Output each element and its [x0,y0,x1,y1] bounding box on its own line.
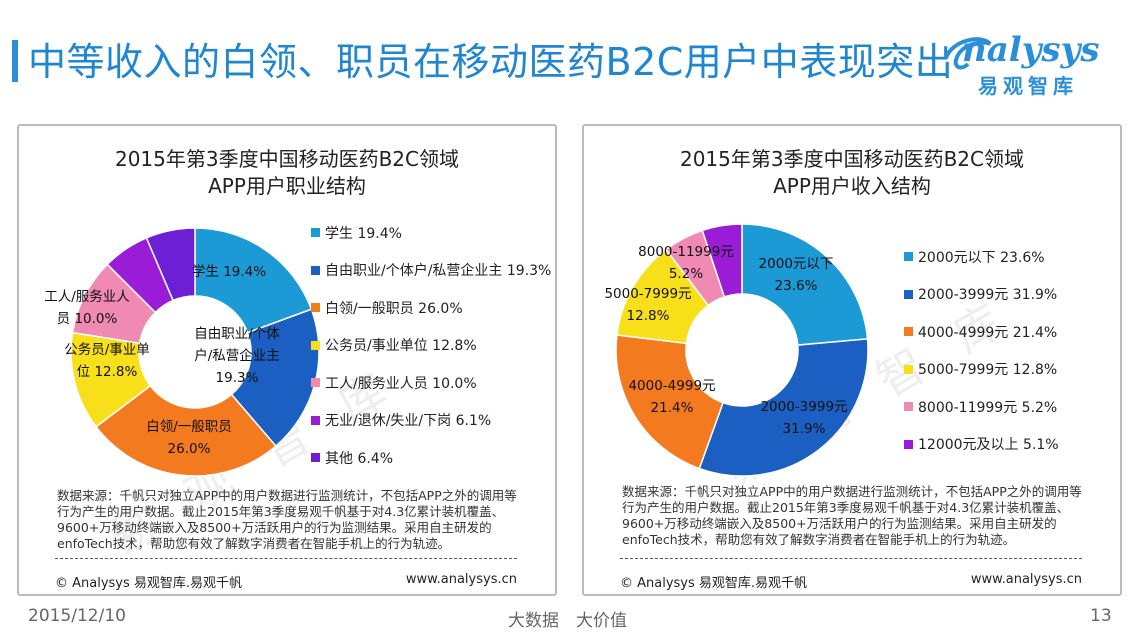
logo-swoosh-icon [944,37,992,70]
legend-item: 白领/一般职员 26.0% [311,289,551,327]
slice-label-1: 2000-3999元 31.9% [760,399,847,437]
legend-label: 学生 19.4% [325,225,402,242]
legend-item: 公务员/事业单位 12.8% [311,327,551,365]
legend-swatch [311,303,320,313]
legend-label: 工人/服务业人员 10.0% [325,375,477,392]
legend-swatch [904,252,913,262]
copyright: © Analysys 易观智库.易观千帆 [620,576,808,591]
chart-title: 2015年第3季度中国移动医药B2C领域 APP用户职业结构 [19,146,555,200]
slice-label-4: 8000-11999元 5.2% [638,244,734,282]
occupation-donut-chart: 学生 19.4% 自由职业/个体户/私营企业主 19.3% 白领/一般职员 26.0% 公… [44,227,320,477]
legend-swatch [904,289,913,299]
legend-item: 4000-4999元 21.4% [904,313,1059,351]
legend-item: 2000元以下 23.6% [904,238,1059,276]
donut-slice-6 [145,227,196,302]
title-accent-bar [12,40,18,82]
legend-swatch [904,402,913,412]
legend-label: 5000-7999元 12.8% [918,362,1058,379]
legend-swatch [311,228,320,238]
donut-slice-2 [615,334,724,470]
footer-date: 2015/12/10 [28,606,126,626]
logo-chinese: 易观智库 [978,74,1078,98]
legend-item: 工人/服务业人员 10.0% [311,364,551,402]
legend-swatch [904,364,913,374]
legend-swatch [311,378,320,388]
legend-swatch [311,340,320,350]
divider [620,558,1082,560]
slice-label-0: 2000元以下 23.6% [759,256,834,294]
slice-label-2: 4000-4999元 21.4% [628,378,715,416]
chart-title-line1: 2015年第3季度中国移动医药B2C领域 [114,147,460,171]
legend-label: 公务员/事业单位 12.8% [325,338,477,355]
income-legend: 2000元以下 23.6% 2000-3999元 31.9% 4000-4999元 … [904,238,1059,463]
divider [55,558,517,560]
legend-item: 无业/退休/失业/下岗 6.1% [311,402,551,440]
chart-title: 2015年第3季度中国移动医药B2C领域 APP用户收入结构 [584,146,1120,200]
donut-slice-5 [701,223,743,298]
legend-label: 2000元以下 23.6% [918,249,1045,266]
legend-label: 自由职业/个体户/私营企业主 19.3% [325,263,552,280]
chart-title-line1: 2015年第3季度中国移动医药B2C领域 [679,147,1025,171]
analysys-logo: nalysys 易观智库 [942,30,1117,98]
slice-label-0: 学生 19.4% [192,264,266,280]
slice-label-1: 自由职业/个体户/私营企业主 19.3% [194,326,280,386]
legend-label: 8000-11999元 5.2% [918,399,1058,416]
income-donut-chart: 2000元以下 23.6% 2000-3999元 31.9% 4000-4999元 21.… [604,223,869,477]
logo-wordmark: nalysys [962,30,1100,70]
slice-label-3: 公务员/事业单位 12.8% [64,342,150,380]
income-chart-panel: 易 观 智 库 2015年第3季度中国移动医药B2C领域 APP用户收入结构 2… [582,124,1122,596]
page-number: 13 [1090,606,1112,626]
slice-label-4: 工人/服务业人员 10.0% [44,289,130,327]
chart-title-line2: APP用户收入结构 [773,174,931,198]
legend-item: 自由职业/个体户/私营企业主 19.3% [311,252,551,290]
data-source-note: 数据来源：千帆只对独立APP中的用户数据进行监测统计，不包括APP之外的调用等行… [57,488,517,551]
slice-label-2: 白领/一般职员 26.0% [146,419,232,457]
legend-label: 白领/一般职员 26.0% [325,300,463,317]
occupation-legend: 学生 19.4% 自由职业/个体户/私营企业主 19.3% 白领/一般职员 26.0… [311,214,551,477]
website-link[interactable]: www.analysys.cn [405,572,517,587]
slice-label-3: 5000-7999元 12.8% [604,286,691,324]
legend-swatch [311,415,320,425]
legend-item: 12000元及以上 5.1% [904,426,1059,464]
copyright: © Analysys 易观智库.易观千帆 [55,576,243,591]
occupation-chart-panel: 易 观 智 库 2015年第3季度中国移动医药B2C领域 APP用户职业结构 学… [17,124,557,596]
legend-swatch [904,327,913,337]
legend-swatch [311,265,320,275]
donut-slice-0 [194,227,313,334]
legend-label: 2000-3999元 31.9% [918,287,1058,304]
legend-item: 其他 6.4% [311,439,551,477]
legend-label: 无业/退休/失业/下岗 6.1% [325,413,492,430]
donut-slice-0 [741,223,869,346]
page-title: 中等收入的白领、职员在移动医药B2C用户中表现突出 [28,40,954,84]
footer-slogan: 大数据 大价值 [508,611,627,631]
donut-slice-1 [698,338,869,477]
legend-swatch [311,453,320,463]
legend-item: 2000-3999元 31.9% [904,276,1059,314]
legend-swatch [904,439,913,449]
legend-item: 8000-11999元 5.2% [904,388,1059,426]
legend-label: 4000-4999元 21.4% [918,324,1058,341]
legend-label: 12000元及以上 5.1% [918,437,1059,454]
legend-item: 5000-7999元 12.8% [904,351,1059,389]
legend-item: 学生 19.4% [311,214,551,252]
data-source-note: 数据来源：千帆只对独立APP中的用户数据进行监测统计，不包括APP之外的调用等行… [622,484,1082,547]
donut-slice-2 [95,384,277,477]
chart-title-line2: APP用户职业结构 [208,174,366,198]
legend-label: 其他 6.4% [325,450,394,467]
website-link[interactable]: www.analysys.cn [970,572,1082,587]
